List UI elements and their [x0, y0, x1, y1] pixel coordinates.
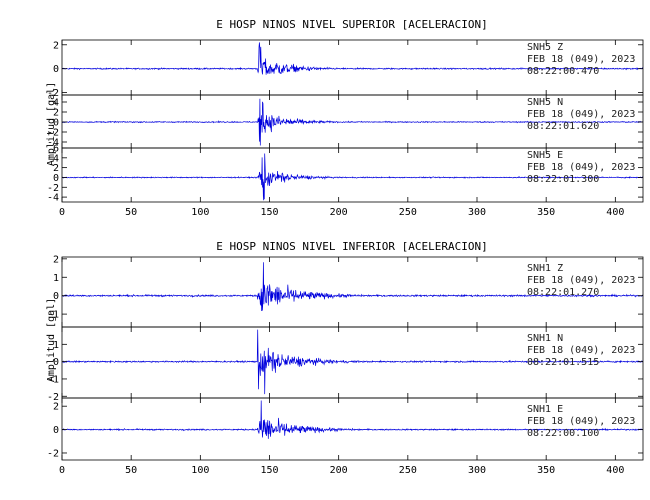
time-label: 08:22:01.515	[527, 357, 599, 368]
waveform-line	[61, 400, 643, 439]
x-tick-label: 250	[399, 207, 417, 218]
x-tick-label: 100	[191, 465, 209, 476]
y-tick-label: 0	[53, 118, 59, 129]
time-label: 08:22:00.100	[527, 428, 599, 439]
x-tick-label: 100	[191, 207, 209, 218]
x-tick-label: 400	[606, 207, 624, 218]
chart-title: E HOSP NINOS NIVEL SUPERIOR [ACELERACION…	[216, 18, 488, 31]
waveform-line	[61, 42, 644, 75]
y-tick-label: -4	[47, 138, 59, 149]
y-axis-label: Amplitud [gal]	[46, 82, 57, 166]
x-tick-label: 150	[260, 465, 278, 476]
y-tick-label: -2	[47, 448, 59, 459]
panel-frame	[61, 147, 644, 203]
x-tick-label: 150	[260, 207, 278, 218]
lower-level-chart: E HOSP NINOS NIVEL INFERIOR [ACELERACION…	[46, 240, 644, 476]
x-tick-label: 350	[537, 465, 555, 476]
y-tick-label: -2	[47, 183, 59, 194]
station-label: SNH1 Z	[527, 263, 563, 274]
y-tick-label: 2	[53, 108, 59, 119]
x-tick-label: 0	[59, 207, 65, 218]
date-label: FEB 18 (049), 2023	[527, 345, 635, 356]
date-label: FEB 18 (049), 2023	[527, 275, 635, 286]
y-tick-label: -1	[47, 310, 59, 321]
y-tick-label: 1	[53, 340, 59, 351]
x-tick-label: 300	[468, 465, 486, 476]
y-tick-label: -2	[47, 128, 59, 139]
x-tick-label: 350	[537, 207, 555, 218]
x-tick-label: 50	[125, 207, 137, 218]
time-label: 08:22:00.470	[527, 66, 599, 77]
y-tick-label: -2	[47, 392, 59, 403]
y-tick-label: -1	[47, 374, 59, 385]
time-label: 08:22:01.300	[527, 174, 599, 185]
date-label: FEB 18 (049), 2023	[527, 162, 635, 173]
x-tick-label: 400	[606, 465, 624, 476]
y-tick-label: 0	[53, 173, 59, 184]
y-tick-label: 2	[53, 254, 59, 265]
y-tick-label: 2	[53, 163, 59, 174]
waveform-line	[61, 262, 644, 312]
waveform-line	[61, 98, 643, 146]
station-label: SNH5 E	[527, 150, 563, 161]
y-tick-label: -4	[47, 193, 59, 204]
station-label: SNH5 N	[527, 97, 563, 108]
y-axis-label: Amplitud [gal]	[46, 298, 57, 382]
y-tick-label: 2	[53, 402, 59, 413]
x-tick-label: 50	[125, 465, 137, 476]
y-tick-label: 0	[53, 291, 59, 302]
y-tick-label: 1	[53, 273, 59, 284]
y-tick-label: 0	[53, 357, 59, 368]
x-tick-label: 250	[399, 465, 417, 476]
x-tick-label: 0	[59, 465, 65, 476]
x-tick-label: 200	[330, 465, 348, 476]
station-label: SNH1 N	[527, 333, 563, 344]
upper-level-chart: E HOSP NINOS NIVEL SUPERIOR [ACELERACION…	[46, 18, 644, 218]
y-tick-label: 6	[53, 144, 59, 155]
x-tick-label: 200	[330, 207, 348, 218]
time-label: 08:22:01.270	[527, 287, 599, 298]
y-tick-label: 0	[53, 64, 59, 75]
date-label: FEB 18 (049), 2023	[527, 109, 635, 120]
y-tick-label: -2	[47, 88, 59, 99]
y-tick-label: 4	[53, 98, 59, 109]
station-label: SNH1 E	[527, 404, 563, 415]
time-label: 08:22:01.620	[527, 121, 599, 132]
x-tick-label: 300	[468, 207, 486, 218]
panel-frame	[61, 397, 644, 461]
y-tick-label: 0	[53, 425, 59, 436]
waveform-line	[61, 329, 644, 395]
station-label: SNH5 Z	[527, 42, 563, 53]
date-label: FEB 18 (049), 2023	[527, 416, 635, 427]
date-label: FEB 18 (049), 2023	[527, 54, 635, 65]
chart-title: E HOSP NINOS NIVEL INFERIOR [ACELERACION…	[216, 240, 488, 253]
y-tick-label: 4	[53, 153, 59, 164]
y-tick-label: 2	[53, 40, 59, 51]
waveform-line	[61, 153, 644, 201]
